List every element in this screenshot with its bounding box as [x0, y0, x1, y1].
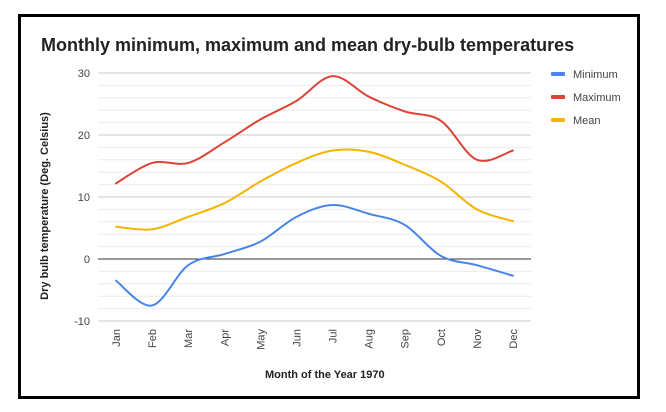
x-axis-title: Month of the Year 1970 — [265, 369, 385, 381]
y-tick-label: -10 — [74, 316, 90, 328]
x-tick-label: Feb — [147, 329, 159, 348]
series-line-minimum — [115, 204, 514, 307]
x-tick-label: Oct — [436, 329, 448, 346]
legend-item-minimum: Minimum — [551, 69, 618, 81]
legend-swatch — [551, 72, 565, 76]
x-tick-label: Jul — [328, 329, 340, 343]
x-axis-ticks: Jan Feb Mar Apr May Jun Jul Aug Sep Oct Nov Dec — [111, 329, 520, 350]
x-tick-label: Dec — [508, 329, 520, 349]
y-axis-ticks: -10 0 10 20 30 — [74, 68, 90, 328]
y-tick-label: 20 — [78, 130, 90, 142]
x-tick-label: Jun — [291, 329, 303, 347]
series-line-maximum — [115, 75, 514, 185]
x-tick-label: Nov — [472, 329, 484, 349]
x-tick-label: Mar — [183, 329, 195, 348]
x-tick-label: May — [255, 329, 267, 350]
legend-item-mean: Mean — [551, 115, 601, 127]
legend-swatch — [551, 118, 565, 122]
x-tick-label: Jan — [111, 329, 123, 347]
y-tick-label: 10 — [78, 192, 90, 204]
chart-frame: Monthly minimum, maximum and mean dry-bu… — [18, 14, 640, 399]
x-tick-label: Apr — [219, 329, 231, 346]
legend-label: Mean — [573, 115, 601, 127]
x-tick-label: Aug — [364, 329, 376, 349]
legend-swatch — [551, 95, 565, 99]
grid-lines — [98, 72, 531, 322]
legend-item-maximum: Maximum — [551, 92, 621, 104]
y-axis-title: Dry bulb temperature (Deg. Celsius) — [39, 112, 51, 300]
legend-label: Maximum — [573, 92, 621, 104]
legend-label: Minimum — [573, 69, 618, 81]
y-tick-label: 0 — [84, 254, 90, 266]
legend: Minimum Maximum Mean — [551, 69, 621, 127]
line-chart: Monthly minimum, maximum and mean dry-bu… — [39, 35, 621, 381]
x-tick-label: Sep — [400, 329, 412, 349]
series-lines — [115, 75, 514, 307]
chart-title: Monthly minimum, maximum and mean dry-bu… — [41, 35, 574, 55]
y-tick-label: 30 — [78, 68, 90, 80]
series-line-mean — [115, 148, 514, 231]
